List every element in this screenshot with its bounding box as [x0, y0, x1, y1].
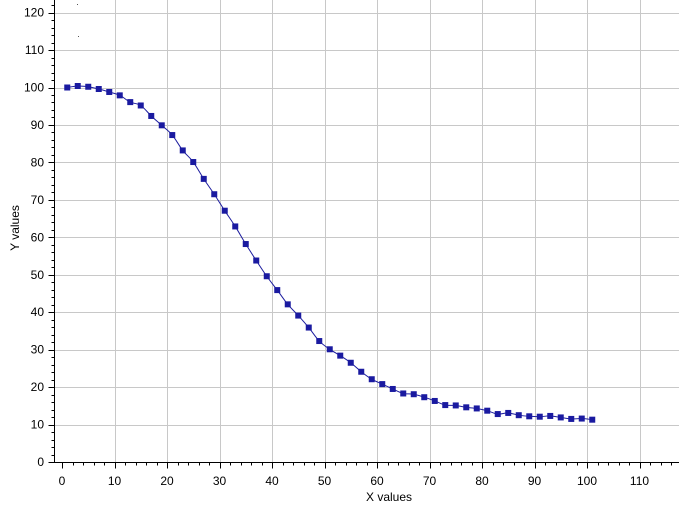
data-point — [242, 241, 249, 248]
y-tick-label: 120 — [24, 6, 44, 20]
data-point — [578, 415, 585, 422]
data-point — [347, 359, 354, 366]
plot-area — [64, 4, 596, 423]
data-point — [358, 368, 365, 375]
data-point — [116, 92, 123, 99]
y-tick-label: 100 — [24, 81, 44, 95]
x-tick-label: 60 — [370, 474, 384, 488]
x-tick-label: 20 — [160, 474, 174, 488]
data-point — [274, 287, 281, 294]
data-point — [547, 412, 554, 419]
y-tick-label: 110 — [25, 43, 44, 57]
data-point — [284, 301, 291, 308]
data-point — [106, 88, 113, 95]
data-point — [515, 412, 522, 419]
data-point — [148, 112, 155, 119]
y-axis-ticks: 0 10 20 30 40 50 60 70 80 90 100 110 120 — [24, 5, 55, 469]
data-point — [400, 390, 407, 397]
data-point — [263, 273, 270, 280]
stray-dot — [78, 36, 79, 37]
grid-lines — [54, 0, 679, 462]
data-point — [379, 381, 386, 388]
x-tick-label: 10 — [108, 474, 122, 488]
data-point — [190, 159, 197, 166]
data-point — [526, 413, 533, 420]
x-tick-label: 80 — [475, 474, 489, 488]
x-tick-label: 110 — [630, 474, 649, 488]
data-point — [95, 86, 102, 92]
data-point — [253, 257, 260, 264]
data-point — [316, 338, 323, 345]
y-tick-label: 30 — [31, 343, 45, 357]
data-point — [431, 397, 438, 404]
data-point — [211, 191, 218, 198]
axes — [54, 0, 679, 463]
y-tick-label: 70 — [31, 193, 45, 207]
y-tick-label: 40 — [31, 305, 45, 319]
data-point — [473, 405, 480, 412]
y-tick-label: 10 — [31, 418, 45, 432]
data-point — [127, 99, 134, 106]
x-tick-label: 30 — [213, 474, 227, 488]
data-point — [568, 415, 575, 422]
data-point — [557, 414, 564, 421]
data-point — [64, 84, 71, 91]
data-point — [389, 385, 396, 392]
data-point — [410, 391, 417, 398]
data-point — [74, 83, 81, 89]
y-tick-label: 80 — [31, 155, 45, 169]
data-point — [484, 407, 491, 414]
y-axis-label: Y values — [8, 205, 22, 251]
data-point — [463, 404, 470, 411]
data-point — [305, 324, 312, 331]
y-tick-label: 0 — [37, 455, 44, 469]
data-point — [589, 416, 596, 423]
x-tick-label: 50 — [318, 474, 332, 488]
x-tick-label: 0 — [59, 474, 66, 488]
data-point — [221, 207, 228, 214]
y-tick-label: 60 — [31, 230, 45, 244]
y-tick-label: 50 — [31, 268, 45, 282]
data-point — [85, 83, 92, 90]
data-point — [169, 132, 176, 139]
stray-dot — [77, 4, 78, 5]
data-point — [421, 394, 428, 401]
data-point — [200, 175, 207, 182]
data-point — [158, 122, 165, 129]
y-tick-label: 20 — [31, 380, 45, 394]
data-point — [452, 402, 459, 409]
x-axis-ticks: 0 10 20 30 40 50 60 70 80 90 100 110 — [59, 462, 672, 488]
data-point — [337, 352, 344, 359]
data-point — [442, 402, 449, 409]
data-point — [326, 346, 333, 353]
y-tick-label: 90 — [31, 118, 45, 132]
data-point — [295, 312, 302, 319]
x-tick-label: 40 — [265, 474, 279, 488]
data-point — [505, 409, 512, 416]
data-point — [536, 413, 543, 420]
data-point — [368, 376, 375, 383]
data-point — [494, 411, 501, 418]
data-point — [137, 102, 144, 109]
x-tick-label: 70 — [423, 474, 437, 488]
x-tick-label: 90 — [528, 474, 542, 488]
x-tick-label: 100 — [577, 474, 597, 488]
x-axis-label: X values — [366, 490, 412, 504]
data-point — [232, 223, 239, 230]
data-point — [179, 147, 186, 154]
